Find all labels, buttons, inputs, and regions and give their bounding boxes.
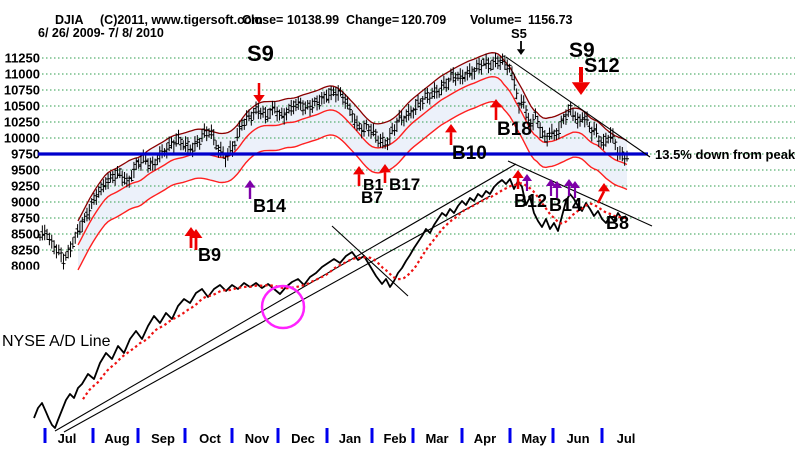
signal-label-b1: B1	[363, 177, 384, 194]
month-tick	[460, 428, 464, 443]
signal-label-s5: S5	[511, 26, 527, 41]
down-arrowhead-icon	[571, 82, 591, 95]
y-tick-9250: 9250	[11, 179, 40, 194]
copyright-label: (C)2011, www.tigersoft.com	[100, 13, 263, 27]
month-label-jun-11: Jun	[566, 431, 589, 446]
y-tick-8000-clipped: 8000	[11, 259, 40, 274]
middle-band	[77, 75, 628, 246]
y-tick-10250: 10250	[4, 115, 40, 130]
month-label-apr-9: Apr	[474, 431, 496, 446]
volume-value: 1156.73	[528, 13, 573, 27]
signal-label-s9: S9	[247, 41, 274, 66]
change-value: 120.709	[401, 13, 447, 27]
y-tick-11250: 11250	[5, 51, 40, 66]
down-arrowhead-icon	[253, 95, 265, 103]
signal-label-s12: S12	[584, 55, 620, 77]
close-value: 10138.99	[287, 13, 340, 27]
up-arrowhead-icon	[545, 179, 557, 187]
month-tick	[183, 428, 187, 443]
up-arrowhead-icon	[563, 179, 575, 187]
threshold-annotation: 13.5% down from peak	[655, 147, 796, 162]
up-arrowhead-icon	[521, 174, 533, 182]
month-tick	[325, 428, 329, 443]
month-tick	[230, 428, 234, 443]
month-label-jan-6: Jan	[339, 431, 361, 446]
up-arrowhead-icon	[512, 170, 524, 178]
y-tick-9500: 9500	[11, 163, 40, 178]
up-arrowhead-icon	[598, 183, 610, 192]
signal-label-b14: B14	[549, 195, 582, 215]
band-fill	[78, 52, 627, 270]
y-tick-9750: 9750	[11, 147, 40, 162]
y-tick-8500: 8500	[11, 227, 40, 242]
signal-label-s9: S9	[569, 39, 595, 62]
ad-peak-downtrend	[507, 160, 653, 227]
ad-moving-average	[82, 182, 627, 400]
month-label-feb-7: Feb	[383, 431, 406, 446]
signal-label-b10: B10	[452, 143, 487, 164]
signal-label-b9: B9	[198, 245, 221, 265]
up-arrowhead-icon	[445, 124, 457, 133]
price-bars	[38, 52, 629, 270]
y-tick-11000: 11000	[5, 67, 40, 82]
signal-label-b7: B7	[361, 188, 383, 207]
up-arrowhead-icon	[353, 166, 365, 175]
month-tick	[276, 428, 280, 443]
signal-label-b14: B14	[253, 196, 286, 216]
change-label: Change=	[346, 13, 400, 27]
month-tick	[91, 428, 95, 443]
up-arrowhead-icon	[551, 181, 563, 189]
y-tick-8750: 8750	[11, 211, 40, 226]
month-tick	[508, 428, 512, 443]
close-label: Close=	[242, 13, 284, 27]
ad-jan-feb-downline	[331, 225, 409, 297]
month-tick	[43, 428, 47, 443]
month-label-jul-0: Jul	[58, 431, 77, 446]
highlight-circle	[260, 284, 306, 330]
ad-channel-upper-short	[63, 195, 491, 433]
signal-label-b12: B12	[514, 191, 547, 211]
date-range-label: 6/ 26/ 2009- 7/ 8/ 2010	[38, 26, 164, 40]
symbol-label: DJIA	[55, 13, 84, 27]
month-label-aug-1: Aug	[104, 431, 129, 446]
month-label-oct-3: Oct	[199, 431, 221, 446]
y-tick-10500: 10500	[4, 99, 40, 114]
y-tick-8250: 8250	[11, 243, 40, 258]
month-label-nov-4: Nov	[245, 431, 270, 446]
up-arrowhead-icon	[244, 180, 256, 188]
month-label-may-10: May	[521, 431, 547, 446]
lower-band	[77, 100, 628, 271]
month-tick	[370, 428, 374, 443]
up-arrow-icon	[596, 190, 606, 204]
signal-label-b8: B8	[606, 213, 629, 233]
y-tick-10000: 10000	[4, 131, 40, 146]
month-label-mar-8: Mar	[425, 431, 448, 446]
volume-label: Volume=	[470, 13, 522, 27]
down-arrowhead-icon	[516, 49, 526, 55]
up-arrowhead-icon	[379, 164, 391, 173]
signal-label-b17: B17	[389, 175, 420, 194]
month-tick	[600, 428, 604, 443]
y-tick-9000: 9000	[11, 195, 40, 210]
month-label-dec-5: Dec	[291, 431, 315, 446]
y-tick-10750: 10750	[4, 83, 40, 98]
signal-label-b18: B18	[497, 119, 532, 140]
price-peak-downtrend	[505, 56, 651, 158]
month-label-jul-12: Jul	[617, 431, 636, 446]
month-label-sep-2: Sep	[151, 431, 175, 446]
ad-channel-lower-long	[54, 163, 517, 432]
up-arrowhead-icon	[569, 181, 581, 189]
month-tick	[136, 428, 140, 443]
ad-line-title: NYSE A/D Line	[2, 333, 111, 350]
month-tick	[551, 428, 555, 443]
up-arrowhead-icon	[189, 229, 203, 238]
ad-line	[33, 178, 627, 429]
up-arrowhead-icon	[490, 99, 502, 108]
month-tick	[411, 428, 415, 443]
